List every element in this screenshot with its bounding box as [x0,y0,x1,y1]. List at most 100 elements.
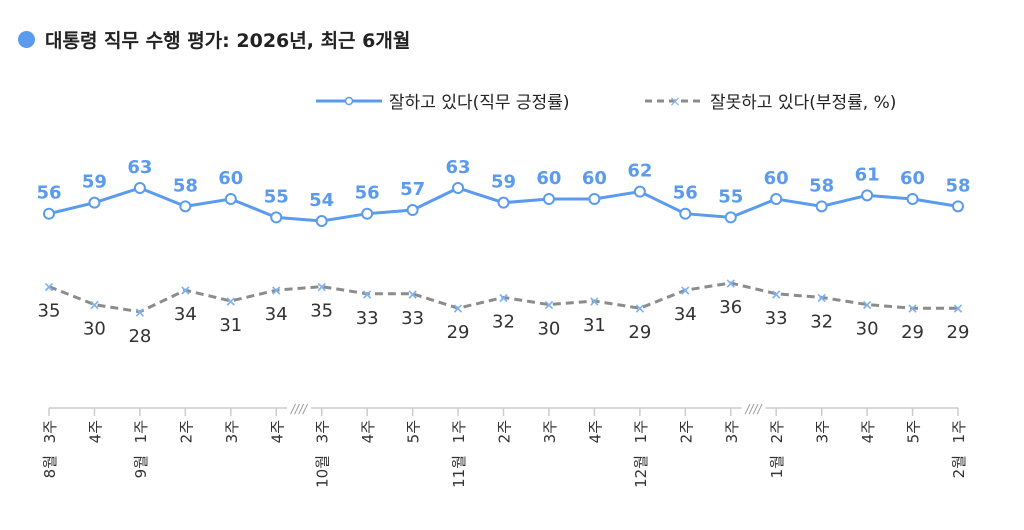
negative-data-point: × [361,287,373,303]
x-tick-label-week: 4주 [586,420,604,443]
negative-data-label: 34 [674,304,697,325]
positive-data-label: 56 [355,183,380,204]
negative-data-label: 35 [38,301,61,322]
positive-data-point [497,196,510,209]
positive-data-point [679,207,692,220]
negative-data-label: 29 [901,322,924,343]
positive-data-label: 61 [855,164,880,185]
negative-data-label: 36 [719,297,742,318]
positive-data-point [88,196,101,209]
x-tick-label-week: 2주 [177,420,195,443]
positive-data-point [224,193,237,206]
negative-data-point: × [816,290,828,306]
negative-data-label: 31 [219,315,242,336]
negative-data-point: × [770,287,782,303]
x-tick-label-week: 1주 [450,420,468,443]
negative-data-point: × [179,283,191,299]
negative-data-point: × [907,301,919,317]
negative-data-point: × [725,276,737,292]
positive-data-label: 63 [127,157,152,178]
negative-data-point: × [589,294,601,310]
positive-data-label: 60 [218,168,243,189]
negative-data-label: 33 [356,308,379,329]
chart-title: 대통령 직무 수행 평가: 2026년, 최근 6개월 [18,26,410,53]
negative-data-point: × [498,290,510,306]
x-tick-label-month: 2월 [950,455,968,478]
x-tick-label-week: 1주 [132,420,150,443]
title-bullet-icon [18,31,35,48]
negative-data-point: × [634,301,646,317]
positive-data-point [270,211,283,224]
x-tick-label-week: 2주 [768,420,786,443]
legend-positive-label: 잘하고 있다(직무 긍정률) [389,93,569,113]
legend-negative-label: 잘못하고 있다(부정률, %) [710,93,896,113]
negative-data-point: × [316,280,328,296]
positive-data-label: 56 [673,183,698,204]
x-tick-label-week: 4주 [268,420,286,443]
positive-data-point [815,200,828,213]
negative-data-label: 33 [765,308,788,329]
negative-data-point: × [452,301,464,317]
positive-data-label: 60 [764,168,789,189]
positive-data-point [861,189,874,202]
negative-data-point: × [270,283,282,299]
axis-break-mask [741,403,766,413]
negative-data-point: × [134,305,146,321]
positive-data-label: 57 [400,179,425,200]
negative-data-label: 30 [83,319,106,340]
positive-data-point [179,200,192,213]
x-tick-label-month: 12월 [632,455,650,488]
x-tick-label-week: 3주 [314,420,332,443]
positive-data-label: 62 [627,161,652,182]
legend: 잘하고 있다(직무 긍정률) × 잘못하고 있다(부정률, %) [316,93,896,113]
x-tick-label-month: 1월 [768,455,786,478]
x-tick-label-month: 11월 [450,455,468,488]
x-tick-label-week: 3주 [41,420,59,443]
positive-data-point [906,193,919,206]
positive-data-label: 56 [36,183,61,204]
positive-data-point [588,193,601,206]
negative-data-label: 30 [856,319,879,340]
positive-data-label: 58 [173,175,198,196]
axis-break-mask [286,403,311,413]
positive-data-point [452,182,465,194]
negative-data-label: 31 [583,315,606,336]
positive-data-point [633,185,646,198]
negative-data-point: × [89,298,101,314]
legend-positive-marker [344,96,354,106]
negative-data-label: 28 [128,326,151,347]
positive-data-point [406,204,419,217]
x-tick-label-week: 3주 [541,420,559,443]
negative-data-label: 29 [447,322,470,343]
x-tick-label-week: 4주 [86,420,104,443]
negative-data-point: × [43,280,55,296]
negative-data-point: × [225,294,237,310]
negative-data-point: × [952,301,964,317]
positive-data-point [361,207,374,220]
negative-data-label: 32 [492,311,515,332]
negative-data-label: 34 [265,304,288,325]
axis-break-icon: //// [744,402,763,416]
x-tick-label-week: 3주 [223,420,241,443]
x-tick-label-week: 2주 [677,420,695,443]
x-tick-label-week: 1주 [632,420,650,443]
positive-data-label: 58 [945,175,970,196]
positive-data-point [952,200,964,213]
x-tick-label-week: 2주 [496,420,514,443]
x-tick-label-week: 4주 [359,420,377,443]
axis-break-icon: //// [290,402,309,416]
positive-data-label: 55 [264,186,289,207]
negative-data-label: 34 [174,304,197,325]
positive-data-point [133,182,146,194]
positive-data-label: 60 [536,168,561,189]
x-tick-label-week: 3주 [814,420,832,443]
x-tick-label-month: 9월 [132,455,150,478]
positive-data-point [315,215,328,228]
negative-data-point: × [543,298,555,314]
x-tick-label-month: 10월 [314,455,332,488]
positive-data-label: 55 [718,186,743,207]
positive-data-label: 60 [582,168,607,189]
negative-series-line [48,281,958,314]
negative-data-label: 30 [537,319,560,340]
